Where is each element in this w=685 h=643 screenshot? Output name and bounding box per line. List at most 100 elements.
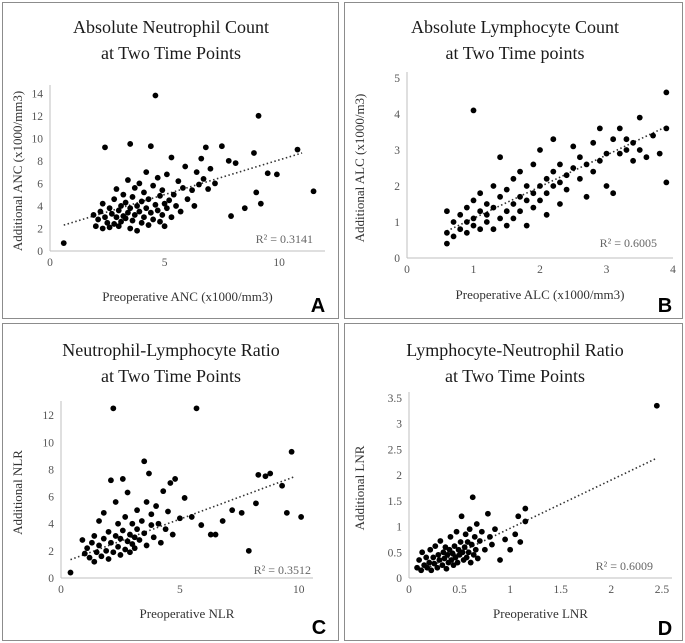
chart-b-point [497,154,503,161]
chart-a-point [182,163,189,170]
chart-c-point [124,538,131,545]
chart-b-point [563,172,570,179]
chart-d-x-tick-label: 0 [406,584,412,596]
chart-b-point [636,147,643,153]
chart-b-point [483,201,490,207]
chart-b-x-tick-label: 4 [670,264,676,276]
chart-b-point [483,219,490,225]
chart-b-point [444,229,450,236]
chart-b-point [570,165,577,171]
chart-c-point [169,531,176,538]
chart-a-point [310,188,317,195]
panel-a: Absolute Neutrophil Count at Two Time Poi… [2,2,339,319]
chart-b-point [596,125,603,132]
chart-c: Neutrophil-Lymphocyte Ratio at Two Time P… [10,340,326,639]
chart-c-point [108,477,114,484]
chart-a-point [225,157,232,164]
chart-a-point [145,196,152,203]
chart-c-point [143,499,150,505]
chart-c-title-line-2: at Two Time Points [101,366,241,386]
chart-c-y-tick-label: 2 [48,546,54,558]
chart-a-point [241,205,248,212]
chart-b-point [523,197,530,204]
chart-a-point [111,221,118,227]
chart-c-point [81,550,88,557]
chart-b-point [470,215,477,222]
chart-c-point [141,458,148,465]
chart-b-point [563,186,570,193]
chart-c-point [93,549,100,556]
chart-a-point [264,170,271,177]
chart-a-point [147,209,154,216]
chart-c-point [193,405,200,412]
chart-b-point [643,154,650,161]
chart-a-title-line-2: at Two Time Points [101,43,241,63]
chart-b-point [570,143,577,150]
chart-a-point [228,213,234,219]
chart-a-point [120,191,127,198]
chart-b-y-tick-label: 3 [394,145,400,157]
chart-a-point [113,214,120,221]
chart-b-point [450,233,457,240]
chart-d-point [463,554,470,561]
chart-d-point [458,513,465,520]
chart-c-point [117,552,124,558]
chart-b-point [577,175,583,182]
chart-b-point [610,190,617,197]
chart-a-x-tick-label: 5 [162,257,168,269]
chart-a-point [102,214,108,221]
chart-d-y-axis-label: Additional LNR [352,445,367,530]
chart-c-point [131,545,138,552]
chart-b-point [477,226,484,233]
chart-b-x-tick-label: 3 [604,264,610,276]
chart-b-point [497,215,503,222]
chart-b-point [523,222,530,229]
chart-a-point [202,144,209,151]
chart-b-point [450,219,457,225]
chart-d-y-tick-label: 3 [396,419,402,431]
chart-a-r-squared: R² = 0.3141 [256,232,313,246]
chart-a-point [218,143,225,150]
chart-b-point [463,219,470,225]
chart-a-x-axis-label: Preoperative ANC (x1000/mm3) [102,289,272,304]
chart-a-y-tick-label: 4 [37,201,43,213]
chart-b-point [596,157,603,164]
chart-c-point [110,549,117,556]
chart-b-point [577,154,583,161]
chart-a-point [198,155,205,162]
chart-d-point [478,528,485,535]
chart-d-point [436,557,443,563]
chart-b-point [490,226,497,233]
chart-a-point [193,169,200,176]
chart-c-point [96,518,102,524]
chart-d-x-tick-label: 0.5 [452,584,467,596]
chart-d-point [431,560,438,567]
chart-d-point [423,554,430,561]
chart-b-point [517,193,523,200]
chart-a-point [166,197,173,204]
chart-b-trendline [446,125,667,232]
chart-d-point [457,539,464,545]
chart-c-point [141,530,148,537]
chart-d-point [471,533,478,540]
chart-a-point [125,177,131,183]
chart-d-point [489,541,495,548]
chart-a-point [152,92,159,99]
chart-a-title-line-1: Absolute Neutrophil Count [73,17,269,37]
chart-c-point [198,522,205,528]
chart-d-panel-letter: D [658,618,672,640]
chart-a-point [232,160,239,167]
chart-b-title-line-1: Absolute Lymphocyte Count [411,17,619,37]
chart-a-point [131,212,138,218]
chart-a-point [111,196,118,203]
chart-b-point [650,132,656,139]
chart-a-point [157,192,163,199]
chart-a-point [184,196,191,203]
panel-b: Absolute Lymphocyte Count at Two Time poi… [344,2,683,319]
chart-a-point [125,209,131,216]
chart-b-point [616,125,623,132]
chart-c-y-axis-label: Additional NLR [10,450,25,535]
chart-a-point [161,223,168,230]
chart-c-point [115,520,121,527]
chart-d-point [419,549,426,556]
